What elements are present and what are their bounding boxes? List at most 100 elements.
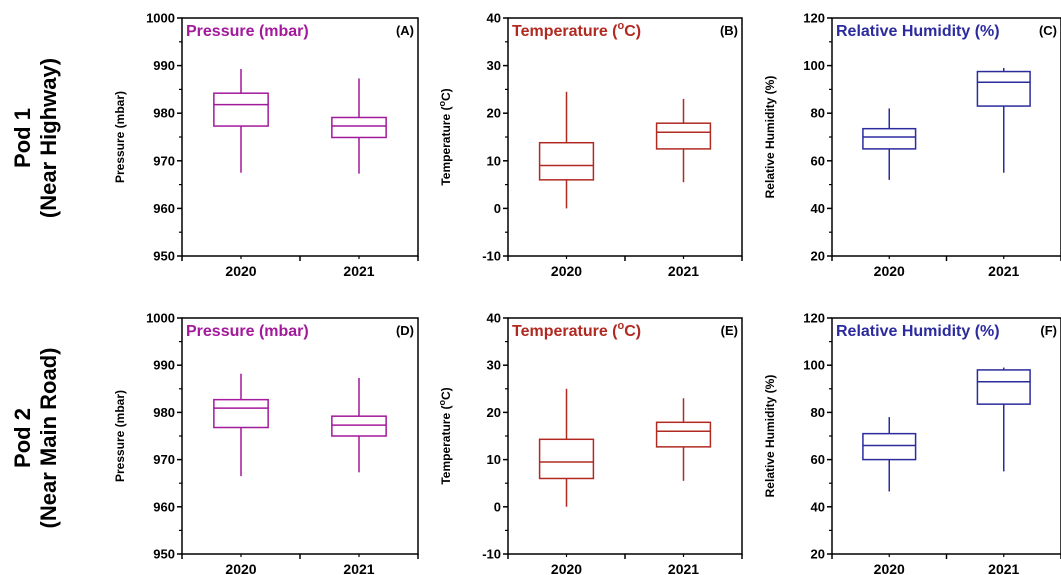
box-iqr: [538, 141, 595, 181]
box-iqr: [213, 398, 269, 429]
y-tick-label: 20: [487, 106, 501, 121]
box-iqr: [655, 122, 712, 150]
y-tick-label: 970: [153, 452, 175, 467]
y-axis-label-superscript: o: [437, 101, 447, 107]
panel-c: 20 40 60 80 100 120 2020 2021 Relative Humidity …: [763, 11, 1061, 279]
y-tick-label: 970: [153, 153, 175, 168]
y-tick-label: 960: [153, 499, 175, 514]
panel-d: 950 960 970 980 990 1000 2020 2021 Pressure (mba…: [113, 311, 419, 575]
panel-tag: (B): [720, 23, 738, 38]
box-iqr: [862, 127, 917, 150]
box-2020: [538, 388, 595, 507]
y-tick-label: 100: [803, 58, 825, 73]
box-2021: [976, 367, 1031, 472]
y-tick-label: 80: [811, 106, 825, 121]
box-iqr: [538, 438, 595, 480]
y-tick-label: 950: [153, 547, 175, 562]
x-tick-label: 2021: [988, 561, 1019, 575]
y-tick-label: 40: [487, 311, 501, 326]
x-tick-label: 2021: [668, 263, 699, 279]
panel-title-text: Temperature (: [512, 323, 618, 340]
y-tick-label: 30: [487, 58, 501, 73]
box-2020: [862, 417, 917, 492]
panel-title: Relative Humidity (%): [836, 323, 1000, 340]
y-tick-label: 40: [487, 11, 501, 26]
box-iqr: [976, 70, 1031, 107]
x-tick-label: 2021: [668, 561, 699, 575]
panel-tag: (C): [1039, 23, 1057, 38]
y-axis-label-superscript: o: [437, 400, 447, 406]
row-label-pod1-line2: (Near Highway): [36, 58, 61, 218]
x-tick-label: 2020: [551, 561, 582, 575]
box-iqr: [862, 432, 917, 461]
y-tick-label: 60: [811, 452, 825, 467]
y-tick-label: -10: [482, 547, 501, 562]
x-tick-label: 2020: [225, 561, 256, 575]
panel-title-text: Temperature (: [512, 23, 618, 40]
panel-tag: (E): [721, 323, 738, 338]
box-2020: [213, 373, 269, 477]
row-label-pod1: Pod 1 (Near Highway): [10, 58, 61, 218]
y-tick-label: 10: [487, 452, 501, 467]
box-2020: [862, 108, 917, 180]
x-tick-label: 2020: [225, 263, 256, 279]
x-tick-label: 2021: [343, 561, 374, 575]
box-2021: [655, 98, 712, 183]
box-2021: [331, 377, 387, 473]
y-tick-label: 980: [153, 405, 175, 420]
y-axis-label: Relative Humidity (%): [763, 375, 777, 498]
y-tick-label: 120: [803, 311, 825, 326]
panel-f: 20 40 60 80 100 120 2020 2021 Relative Humidity …: [763, 311, 1061, 575]
panel-tag: (A): [396, 23, 414, 38]
plot-frame: [507, 317, 743, 555]
x-tick-label: 2020: [551, 263, 582, 279]
x-tick-label: 2020: [874, 263, 905, 279]
plot-frame: [507, 17, 743, 257]
y-tick-label: 980: [153, 106, 175, 121]
row-label-pod2-line2: (Near Main Road): [36, 348, 61, 529]
y-tick-label: 990: [153, 358, 175, 373]
panel-title: Temperature (oC): [512, 20, 641, 40]
y-tick-label: 60: [811, 153, 825, 168]
y-axis-label-text: C): [439, 88, 453, 101]
y-tick-label: 990: [153, 58, 175, 73]
box-iqr: [655, 421, 712, 448]
panel-tag: (F): [1040, 323, 1057, 338]
box-2021: [976, 67, 1031, 173]
y-tick-label: 1000: [146, 311, 175, 326]
box-2020: [213, 68, 269, 173]
panel-tag: (D): [396, 323, 414, 338]
y-tick-label: 0: [494, 201, 501, 216]
y-tick-label: 1000: [146, 11, 175, 26]
row-label-pod2: Pod 2 (Near Main Road): [10, 348, 61, 529]
y-axis-label: Pressure (mbar): [113, 390, 127, 482]
box-iqr: [213, 92, 269, 127]
y-tick-label: 960: [153, 201, 175, 216]
y-tick-label: 120: [803, 11, 825, 26]
panel-title: Temperature (oC): [512, 320, 641, 340]
box-iqr: [331, 415, 387, 437]
y-tick-label: 80: [811, 405, 825, 420]
y-tick-label: 20: [487, 405, 501, 420]
panel-title-text: C): [624, 323, 641, 340]
y-axis-label-text: Temperature (: [439, 406, 453, 485]
panel-title-text: C): [624, 23, 641, 40]
y-axis-label: Pressure (mbar): [113, 91, 127, 183]
x-tick-label: 2021: [343, 263, 374, 279]
y-tick-label: 950: [153, 249, 175, 264]
y-tick-label: 20: [811, 547, 825, 562]
y-tick-label: 40: [811, 201, 825, 216]
panel-title: Relative Humidity (%): [836, 23, 1000, 40]
box-2021: [331, 78, 387, 174]
box-2021: [655, 398, 712, 481]
y-tick-label: 40: [811, 499, 825, 514]
y-tick-label: -10: [482, 249, 501, 264]
row-label-pod1-line1: Pod 1: [10, 108, 35, 168]
y-axis-label: Relative Humidity (%): [763, 76, 777, 199]
y-tick-label: 20: [811, 249, 825, 264]
plot-frame: [831, 317, 1061, 555]
